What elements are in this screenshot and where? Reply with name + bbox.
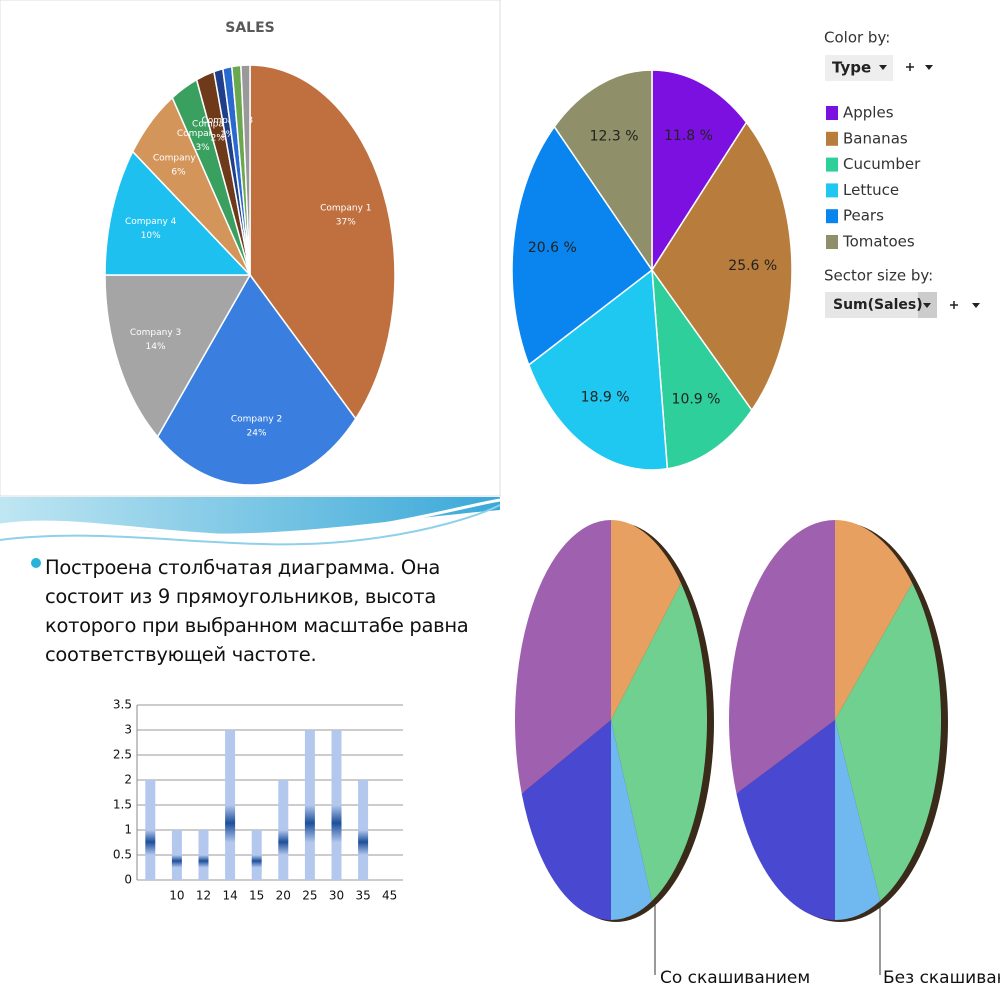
value-label: 11.8 % [664,128,713,144]
pie-slice [527,268,669,471]
bar [331,730,342,880]
legend-label: Tomatoes [842,233,915,251]
arrow-icons [879,65,933,70]
pie-slice [835,720,881,920]
bar [278,780,289,880]
legend-swatch [826,235,838,249]
legend-swatch [826,183,838,198]
legend-swatch [826,209,838,224]
bar [145,780,156,880]
bar [225,730,236,880]
pie-slice [515,520,611,794]
legend-label: Bananas [843,129,908,147]
pie-slice [736,720,835,920]
legend-swatch [826,131,838,146]
bar [171,830,182,880]
y-tick-label: 3 [124,723,132,737]
x-tick-label: 14 [222,889,237,903]
legend-label: Lettuce [843,181,899,199]
bullet [31,558,41,568]
value-label: 6% [171,167,186,177]
label: Color by: [824,29,890,47]
value-label: 37% [336,217,356,227]
value-label: 3% [195,143,210,153]
dropdown-value: Type [832,59,871,77]
value-label: 10% [141,231,161,241]
bar [358,780,369,880]
slice-label: Company 6 [177,129,229,139]
value-label: 10.9 % [672,392,721,408]
pie-slice [651,121,793,412]
slice-label: Company 1 [320,203,371,213]
x-tick-label: 30 [329,889,344,903]
x-tick-label: 12 [196,889,211,903]
x-tick-label: 15 [249,889,264,903]
dropdown-value: Sum(Sales) [833,297,923,313]
value-label: 18.9 % [581,390,630,406]
pie-slice [553,69,653,273]
slice-label: Company 3 [130,328,181,338]
wave-line [0,504,501,546]
pie-slice [521,720,611,920]
slice-label: Company 7 [192,120,243,130]
value-label: 12.3 % [590,129,639,145]
pie-slice [156,273,357,486]
plus-icon [906,63,914,71]
pie-slice [104,150,252,276]
arrow-icons [923,303,980,308]
y-tick-label: 1.5 [113,798,132,812]
header-wave [0,497,500,534]
pie-slice [835,583,942,901]
pie-slice [651,69,748,273]
x-tick-label: 35 [355,889,370,903]
pie-slice [611,583,707,901]
value-label: 2% [211,134,226,144]
slice-label: Company 4 [125,217,177,227]
bar [251,830,262,880]
wave-line [0,498,501,538]
legend-swatch [826,157,838,172]
plus-icon [950,301,958,309]
legend-swatch [826,106,838,120]
pie-slice [104,274,252,439]
paragraph: Построена столбчатая диаграмма. Она сост… [45,556,469,666]
x-tick-label: 10 [169,889,184,903]
pie-slice [511,125,654,367]
pie-slice [651,267,753,470]
slice-label: Company 2 [231,414,282,424]
legend-label: Apples [843,104,894,122]
x-tick-label: 20 [276,889,291,903]
y-tick-label: 3.5 [113,698,132,712]
y-tick-label: 0.5 [113,848,132,862]
value-label: 1% [220,130,235,140]
y-tick-label: 2 [124,773,132,787]
annotation: Без скашивания [883,968,1000,988]
bar [304,730,315,880]
value-label: 14% [146,342,166,352]
legend-label: Pears [843,207,884,225]
pie-slice [240,64,251,276]
y-tick-label: 1 [124,823,132,837]
x-tick-label: 45 [382,889,397,903]
pie-slice [835,520,913,720]
pie-slice [611,520,681,720]
chart-title: SALES [225,20,275,36]
pie-slice [728,520,835,794]
slice-label: Company 8 [202,116,254,126]
y-tick-label: 2.5 [113,748,132,762]
bar [198,830,209,880]
legend-label: Cucumber [843,155,921,173]
y-tick-label: 0 [124,873,132,887]
value-label: 25.6 % [728,258,777,274]
pie-slice [249,64,396,421]
annotation: Со скашиванием [660,968,810,988]
pie-slice [611,720,652,920]
label: Sector size by: [824,267,933,285]
value-label: 24% [247,428,267,438]
x-tick-label: 25 [302,889,317,903]
slice-label: Company 5 [153,153,204,163]
value-label: 20.6 % [528,240,577,256]
